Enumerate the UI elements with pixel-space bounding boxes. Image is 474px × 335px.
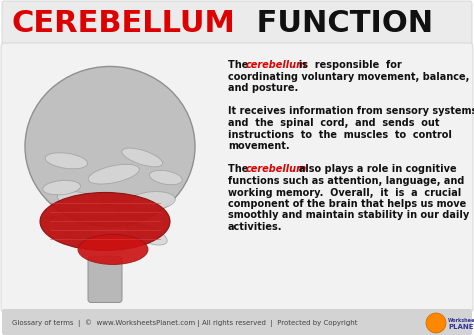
- Text: working memory.  Overall,  it  is  a  crucial: working memory. Overall, it is a crucial: [228, 188, 461, 198]
- Text: coordinating voluntary movement, balance,: coordinating voluntary movement, balance…: [228, 71, 469, 81]
- Ellipse shape: [122, 148, 163, 167]
- Ellipse shape: [45, 153, 88, 169]
- Text: FUNCTION: FUNCTION: [246, 9, 433, 39]
- Text: also plays a role in cognitive: also plays a role in cognitive: [292, 164, 456, 175]
- Text: movement.: movement.: [228, 141, 290, 151]
- Ellipse shape: [25, 66, 195, 226]
- Ellipse shape: [78, 234, 148, 264]
- Ellipse shape: [57, 191, 104, 211]
- Text: and  the  spinal  cord,  and  sends  out: and the spinal cord, and sends out: [228, 118, 439, 128]
- Text: Glossary of terms  |  ©  www.WorksheetsPlanet.com | All rights reserved  |  Prot: Glossary of terms | © www.WorksheetsPlan…: [12, 319, 357, 327]
- FancyBboxPatch shape: [2, 309, 472, 335]
- FancyBboxPatch shape: [2, 1, 472, 45]
- Ellipse shape: [40, 193, 170, 251]
- Text: instructions  to  the  muscles  to  control: instructions to the muscles to control: [228, 130, 452, 139]
- Ellipse shape: [128, 192, 175, 210]
- Text: It receives information from sensory systems: It receives information from sensory sys…: [228, 107, 474, 117]
- Text: and posture.: and posture.: [228, 83, 298, 93]
- Text: CEREBELLUM: CEREBELLUM: [12, 9, 236, 39]
- Ellipse shape: [78, 204, 121, 218]
- Text: Worksheets: Worksheets: [448, 318, 474, 323]
- FancyBboxPatch shape: [88, 257, 122, 303]
- Text: The: The: [228, 60, 255, 70]
- Text: cerebellum: cerebellum: [246, 60, 307, 70]
- Ellipse shape: [426, 313, 446, 333]
- Text: component of the brain that helps us move: component of the brain that helps us mov…: [228, 199, 466, 209]
- Ellipse shape: [41, 217, 91, 239]
- Text: cerebellum: cerebellum: [246, 164, 307, 175]
- Ellipse shape: [127, 224, 167, 245]
- Text: is  responsible  for: is responsible for: [292, 60, 402, 70]
- Ellipse shape: [43, 181, 81, 195]
- Text: smoothly and maintain stability in our daily: smoothly and maintain stability in our d…: [228, 210, 469, 220]
- Text: PLANET: PLANET: [448, 324, 474, 330]
- Ellipse shape: [149, 171, 182, 185]
- Ellipse shape: [88, 164, 139, 184]
- Text: activities.: activities.: [228, 222, 283, 232]
- FancyBboxPatch shape: [1, 43, 473, 312]
- Text: The: The: [228, 164, 255, 175]
- Ellipse shape: [81, 239, 128, 257]
- Text: functions such as attention, language, and: functions such as attention, language, a…: [228, 176, 465, 186]
